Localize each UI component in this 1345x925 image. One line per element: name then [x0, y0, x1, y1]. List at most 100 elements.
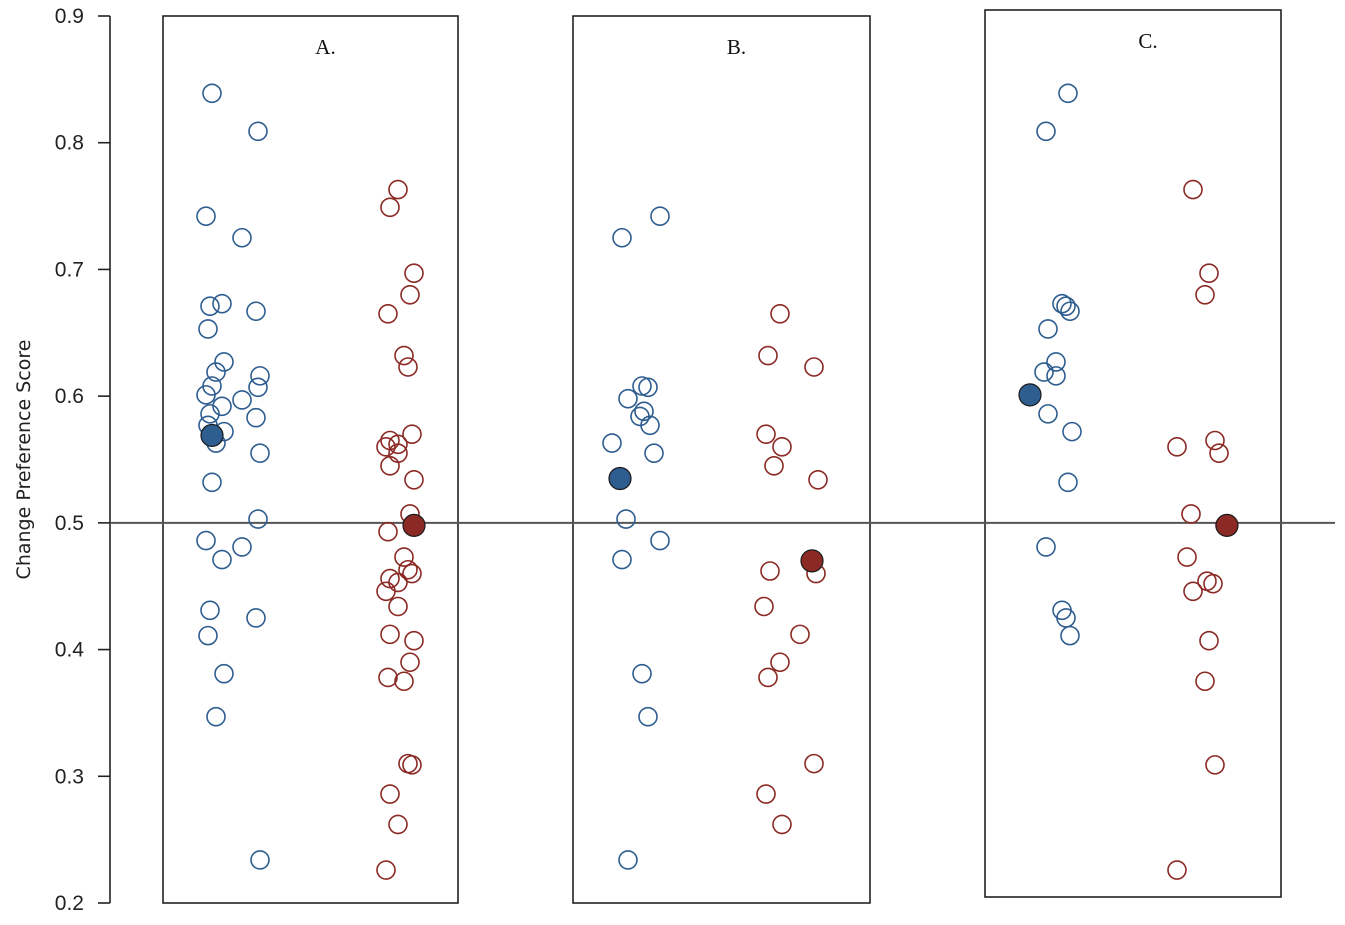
- data-point: [1183, 179, 1203, 200]
- data-point: [402, 424, 422, 444]
- data-point: [250, 443, 270, 463]
- data-point: [1183, 581, 1203, 602]
- data-point: [1062, 421, 1082, 442]
- data-point: [650, 530, 670, 551]
- data-point: [1052, 293, 1072, 314]
- data-point: [232, 227, 252, 248]
- data-point: [760, 561, 780, 581]
- data-point: [388, 596, 408, 617]
- data-point: [1036, 537, 1056, 557]
- data-point: [380, 456, 400, 476]
- data-point: [1205, 755, 1225, 775]
- data-point: [380, 197, 400, 218]
- data-point: [1046, 366, 1066, 386]
- data-point: [638, 706, 658, 727]
- data-point: [808, 469, 828, 490]
- data-point: [378, 521, 398, 542]
- data-point: [638, 377, 658, 398]
- data-point: [196, 206, 216, 227]
- data-point: [380, 784, 400, 804]
- data-point: [376, 437, 396, 457]
- data-point: [1181, 504, 1201, 524]
- data-point: [1195, 671, 1215, 692]
- data-point: [1209, 443, 1229, 463]
- panel-label: A.: [315, 35, 335, 59]
- data-point: [376, 581, 396, 602]
- data-point: [632, 663, 652, 684]
- data-point: [1205, 430, 1225, 451]
- data-point: [198, 625, 218, 646]
- data-point: [1167, 860, 1187, 880]
- data-point: [376, 860, 396, 880]
- data-point: [402, 755, 422, 775]
- data-point: [1177, 547, 1197, 567]
- data-point: [618, 850, 638, 870]
- data-point: [1167, 437, 1187, 457]
- y-tick-label: 0.8: [55, 132, 84, 155]
- panel-box: [162, 15, 459, 904]
- data-point: [206, 362, 226, 382]
- data-point: [602, 433, 622, 453]
- mean-point: [1018, 383, 1042, 407]
- data-point: [1060, 625, 1080, 646]
- y-axis-label: Change Preference Score: [13, 340, 35, 580]
- data-point: [246, 407, 266, 428]
- data-point: [206, 706, 226, 727]
- data-point: [1199, 263, 1219, 284]
- data-point: [804, 753, 824, 774]
- panel-label: B.: [727, 35, 746, 59]
- data-point: [394, 671, 414, 692]
- data-point: [1038, 404, 1058, 424]
- data-point: [770, 303, 790, 324]
- data-point: [200, 600, 220, 621]
- data-point: [388, 179, 408, 200]
- data-point: [612, 227, 632, 248]
- data-point: [1038, 319, 1058, 339]
- data-point: [756, 424, 776, 444]
- data-point: [640, 415, 660, 436]
- panel-label: C.: [1138, 29, 1157, 53]
- data-point: [790, 624, 810, 645]
- data-point: [1036, 121, 1056, 142]
- data-point: [1195, 284, 1215, 305]
- data-point: [250, 850, 270, 870]
- data-point: [198, 319, 218, 339]
- data-point: [398, 559, 418, 580]
- data-point: [1046, 352, 1066, 372]
- data-point: [212, 549, 232, 570]
- data-point: [380, 624, 400, 645]
- y-tick-label: 0.6: [55, 385, 84, 408]
- data-point: [1056, 296, 1076, 316]
- data-point: [250, 366, 270, 386]
- data-point: [404, 630, 424, 651]
- data-point: [214, 352, 234, 372]
- data-point: [634, 401, 654, 422]
- data-point: [378, 303, 398, 324]
- data-point: [394, 345, 414, 366]
- panels: A. B. C.: [162, 9, 1282, 904]
- data-point: [388, 434, 408, 455]
- data-point: [764, 456, 784, 476]
- data-point: [756, 784, 776, 804]
- panel-box: [984, 9, 1282, 898]
- mean-point: [402, 513, 426, 537]
- data-point: [200, 296, 220, 316]
- data-point: [772, 437, 792, 457]
- data-point: [246, 608, 266, 628]
- data-point: [1058, 472, 1078, 493]
- y-tick-label: 0.2: [55, 892, 84, 915]
- data-point: [772, 814, 792, 835]
- data-point: [612, 549, 632, 570]
- data-point: [214, 663, 234, 684]
- mean-point: [800, 549, 824, 573]
- data-point: [770, 652, 790, 673]
- data-point: [248, 377, 268, 398]
- data-point: [246, 301, 266, 322]
- data-point: [212, 396, 232, 417]
- data-points: [196, 83, 1239, 880]
- data-point: [212, 293, 232, 314]
- data-point: [394, 547, 414, 567]
- data-point: [758, 345, 778, 366]
- mean-point: [200, 423, 224, 448]
